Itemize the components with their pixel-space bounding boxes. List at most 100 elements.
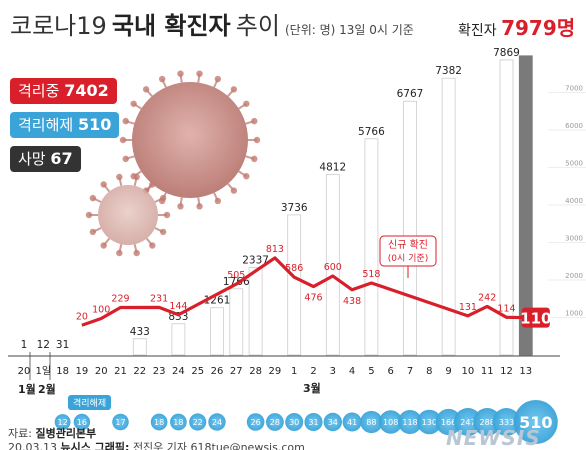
x-tick-label: 12 — [500, 366, 513, 377]
chart-title: 코로나19 국내 확진자 추이 (단위: 명) 13일 0시 기준 — [10, 6, 414, 41]
x-tick-label: 23 — [153, 366, 166, 377]
virus-spike-tip — [142, 86, 150, 93]
credit-date: 20.03.13 — [8, 441, 57, 450]
y-tick-label: 4000 — [565, 197, 583, 205]
cumulative-bar — [403, 100, 417, 356]
virus-large — [119, 70, 261, 210]
x-tick-label: 7 — [407, 366, 413, 377]
y-tick-label: 6000 — [565, 122, 583, 130]
y-tick-label: 5000 — [565, 160, 583, 168]
x-tick-label: 20 — [18, 366, 31, 377]
x-tick-label: 25 — [191, 366, 204, 377]
cumulative-bar — [171, 323, 186, 356]
cumulative-value-label: 2337 — [242, 254, 269, 266]
month-label-feb: 2월 — [38, 382, 56, 396]
source-name: 질병관리본부 — [35, 427, 97, 440]
cumulative-value-label: 3736 — [281, 202, 308, 214]
released-bubble — [150, 413, 168, 431]
virus-body — [98, 185, 158, 245]
y-tick-label: 1000 — [565, 310, 583, 318]
x-tick-label: 6 — [388, 366, 394, 377]
total-label: 확진자 — [458, 23, 497, 39]
virus-spike-tip — [85, 211, 93, 219]
x-tick-label: 24 — [172, 366, 185, 377]
x-tick-label: 13 — [519, 366, 532, 377]
new-cases-value-label: 586 — [285, 263, 303, 274]
released-bubble — [342, 412, 362, 432]
x-tick-label: 27 — [230, 366, 243, 377]
released-bubble-label: 16 — [77, 418, 87, 427]
virus-spike-tip — [133, 249, 140, 257]
released-row-label: 격리해제 — [68, 395, 112, 410]
new-cases-value-label: 229 — [111, 294, 129, 305]
virus-spike-tip — [133, 173, 140, 181]
released-bubble-label: 24 — [212, 418, 222, 427]
x-tick-label: 2 — [310, 366, 316, 377]
x-tick-label: 28 — [249, 366, 262, 377]
released-bubble — [73, 413, 91, 431]
released-bubble-label: 22 — [193, 418, 203, 427]
bar-value-labels: 1 12 3143383312611766233737364812576667677… — [21, 47, 520, 351]
new-cases-value-label: 144 — [169, 301, 187, 312]
y-tick-label: 3000 — [565, 235, 583, 243]
released-bubble-label: 26 — [251, 418, 261, 427]
new-cases-value-label: 505 — [227, 270, 245, 281]
total-value: 7979명 — [501, 16, 576, 40]
virus-spike-tip — [122, 155, 129, 163]
cumulative-value-label: 7382 — [435, 65, 462, 77]
released-bubble — [398, 410, 422, 434]
new-cases-value-label: 20 — [76, 311, 88, 322]
new-cases-value-label: 518 — [362, 269, 380, 280]
coronavirus-illustration — [85, 70, 261, 257]
virus-spike-tip — [177, 70, 184, 77]
released-bubble — [246, 413, 265, 431]
virus-spike-tip — [230, 187, 238, 194]
x-tick-label: 10 — [462, 366, 475, 377]
cumulative-value-label: 5766 — [358, 126, 385, 138]
virus-spike-tip — [243, 173, 250, 180]
cumulative-value-label: 1 — [21, 339, 28, 351]
x-tick-label: 21 — [114, 366, 127, 377]
annotation-line-1: 신규 확진 — [388, 239, 428, 251]
source-line: 자료: 질병관리본부 — [8, 425, 96, 441]
credit-line: 20.03.13 뉴시스 그래픽: 전진우 기자 618tue@newsis.c… — [8, 439, 305, 450]
cumulative-bar — [248, 266, 263, 356]
virus-spike-tip — [196, 203, 203, 210]
x-tick-label: 11 — [481, 366, 494, 377]
released-bubble-label: 130 — [422, 418, 437, 427]
gridlines: 1000 2000 3000 4000 5000 6000 7000 — [548, 85, 586, 318]
new-cases-value-label: 100 — [92, 305, 110, 316]
isolating-label: 격리중 — [18, 82, 60, 100]
new-cases-value-label: 813 — [266, 244, 284, 255]
released-bubble — [435, 408, 462, 436]
new-cases-value-label: 242 — [478, 292, 496, 303]
x-tick-label: 1일 — [36, 365, 52, 377]
virus-spike-tip — [163, 211, 171, 219]
virus-spike-tip — [158, 75, 166, 83]
isolating-badge: 격리중 7402 — [10, 78, 117, 104]
released-bubble-label: 166 — [441, 418, 456, 427]
cumulative-bar — [325, 174, 340, 356]
new-cases-value-label: 600 — [324, 262, 342, 273]
virus-spike-tip — [119, 136, 127, 144]
released-bubbles: 12 16 17 18 18 22 24 26 28 30 31 34 41 88 108 118 130 166… — [54, 400, 558, 444]
unit-note: (단위: 명) 13일 0시 기준 — [285, 23, 414, 37]
virus-spike-tip — [116, 173, 123, 181]
virus-spike-tip — [100, 242, 107, 249]
cumulative-bar — [518, 55, 533, 356]
cumulative-bar — [210, 307, 224, 356]
released-bubble-label: 18 — [173, 418, 183, 427]
newsis-logo: NEWSIS — [446, 426, 541, 450]
x-tick-label: 26 — [211, 366, 224, 377]
released-bubble-label: 12 — [58, 418, 68, 427]
released-bubble-label: 28 — [270, 418, 280, 427]
x-tick-label: 8 — [426, 366, 432, 377]
new-cases-value-label: 231 — [150, 293, 168, 304]
released-bubble-label: 288 — [480, 418, 495, 427]
released-bubble — [417, 409, 442, 435]
released-bubble-label: 17 — [115, 418, 125, 427]
virus-spike-tip — [251, 117, 258, 125]
cumulative-bars — [132, 55, 533, 356]
